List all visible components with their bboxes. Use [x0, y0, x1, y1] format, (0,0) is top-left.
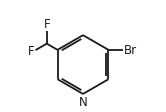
Text: F: F [43, 18, 50, 31]
Text: F: F [28, 44, 35, 57]
Text: Br: Br [124, 44, 137, 57]
Text: N: N [79, 95, 87, 108]
